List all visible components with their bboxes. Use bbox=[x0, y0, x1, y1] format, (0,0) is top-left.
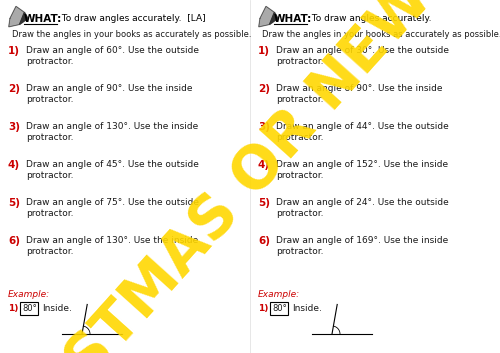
Text: Draw an angle of 45°. Use the outside: Draw an angle of 45°. Use the outside bbox=[26, 160, 199, 169]
Text: Draw the angles in your books as accurately as possible.: Draw the angles in your books as accurat… bbox=[262, 30, 500, 39]
Text: Draw an angle of 90°. Use the inside: Draw an angle of 90°. Use the inside bbox=[26, 84, 192, 93]
Polygon shape bbox=[259, 6, 274, 27]
Text: Draw an angle of 24°. Use the outside: Draw an angle of 24°. Use the outside bbox=[276, 198, 449, 207]
Text: protractor.: protractor. bbox=[26, 95, 74, 104]
Text: protractor.: protractor. bbox=[276, 209, 324, 218]
Text: WHAT:: WHAT: bbox=[274, 14, 312, 24]
Text: 5): 5) bbox=[8, 198, 20, 208]
Text: protractor.: protractor. bbox=[276, 95, 324, 104]
Text: protractor.: protractor. bbox=[276, 247, 324, 256]
Text: Draw an angle of 169°. Use the inside: Draw an angle of 169°. Use the inside bbox=[276, 236, 448, 245]
Text: 1): 1) bbox=[258, 46, 270, 56]
Polygon shape bbox=[270, 12, 278, 24]
Text: 80°: 80° bbox=[272, 304, 287, 313]
Text: protractor.: protractor. bbox=[276, 171, 324, 180]
Text: protractor.: protractor. bbox=[26, 57, 74, 66]
Text: Draw an angle of 130°. Use the inside: Draw an angle of 130°. Use the inside bbox=[26, 236, 198, 245]
Text: Draw an angle of 30°. Use the outside: Draw an angle of 30°. Use the outside bbox=[276, 46, 449, 55]
Text: 6): 6) bbox=[8, 236, 20, 246]
Text: 1): 1) bbox=[8, 46, 20, 56]
Text: protractor.: protractor. bbox=[26, 133, 74, 142]
Text: 3): 3) bbox=[258, 122, 270, 132]
Text: protractor.: protractor. bbox=[26, 209, 74, 218]
Text: Draw the angles in your books as accurately as possible.: Draw the angles in your books as accurat… bbox=[12, 30, 252, 39]
Text: 4): 4) bbox=[8, 160, 20, 170]
Text: To draw angles accurately.  [LA]: To draw angles accurately. [LA] bbox=[59, 14, 206, 23]
Text: 5): 5) bbox=[258, 198, 270, 208]
Text: Draw an angle of 152°. Use the inside: Draw an angle of 152°. Use the inside bbox=[276, 160, 448, 169]
Text: 1): 1) bbox=[8, 304, 18, 313]
Text: 2): 2) bbox=[8, 84, 20, 94]
Polygon shape bbox=[20, 12, 28, 24]
Text: Draw an angle of 60°. Use the outside: Draw an angle of 60°. Use the outside bbox=[26, 46, 199, 55]
Text: protractor.: protractor. bbox=[276, 57, 324, 66]
Text: 3): 3) bbox=[8, 122, 20, 132]
Text: Inside.: Inside. bbox=[42, 304, 72, 313]
Text: Example:: Example: bbox=[8, 290, 50, 299]
Text: 80°: 80° bbox=[22, 304, 37, 313]
Text: 6): 6) bbox=[258, 236, 270, 246]
Text: 2): 2) bbox=[258, 84, 270, 94]
Text: Example:: Example: bbox=[258, 290, 300, 299]
Text: protractor.: protractor. bbox=[26, 171, 74, 180]
Text: Draw an angle of 90°. Use the inside: Draw an angle of 90°. Use the inside bbox=[276, 84, 442, 93]
Text: Draw an angle of 44°. Use the outside: Draw an angle of 44°. Use the outside bbox=[276, 122, 449, 131]
Text: WHAT:: WHAT: bbox=[24, 14, 62, 24]
Text: Draw an angle of 75°. Use the outside: Draw an angle of 75°. Use the outside bbox=[26, 198, 199, 207]
Text: Inside.: Inside. bbox=[292, 304, 322, 313]
Polygon shape bbox=[9, 6, 24, 27]
Text: 1): 1) bbox=[258, 304, 268, 313]
Text: 4): 4) bbox=[258, 160, 270, 170]
Text: To draw angles accurately.: To draw angles accurately. bbox=[309, 14, 432, 23]
Text: protractor.: protractor. bbox=[26, 247, 74, 256]
Text: protractor.: protractor. bbox=[276, 133, 324, 142]
Text: Draw an angle of 130°. Use the inside: Draw an angle of 130°. Use the inside bbox=[26, 122, 198, 131]
